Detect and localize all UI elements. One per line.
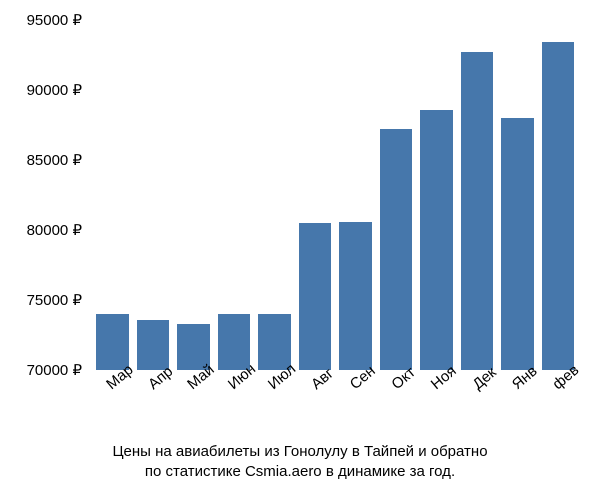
x-label-slot: Мар <box>96 372 129 432</box>
bar-slot <box>501 20 534 370</box>
x-label-slot: Июл <box>258 372 291 432</box>
y-tick-label: 75000 ₽ <box>27 291 82 309</box>
x-label-slot: Дек <box>461 372 494 432</box>
x-label-slot: Июн <box>218 372 251 432</box>
bar-slot <box>542 20 575 370</box>
bar-slot <box>339 20 372 370</box>
bar-slot <box>380 20 413 370</box>
caption-line-1: Цены на авиабилеты из Гонолулу в Тайпей … <box>0 442 600 462</box>
bar <box>542 42 575 370</box>
x-label-slot: Май <box>177 372 210 432</box>
bar <box>339 222 372 370</box>
y-axis: 70000 ₽75000 ₽80000 ₽85000 ₽90000 ₽95000… <box>0 20 90 370</box>
bar <box>461 52 494 370</box>
plot-area <box>90 20 580 370</box>
bar <box>501 118 534 370</box>
bar-slot <box>177 20 210 370</box>
y-tick-label: 85000 ₽ <box>27 151 82 169</box>
bar-slot <box>461 20 494 370</box>
bar-slot <box>218 20 251 370</box>
bar <box>380 129 413 370</box>
x-label-slot: Апр <box>137 372 170 432</box>
bar <box>299 223 332 370</box>
chart-caption: Цены на авиабилеты из Гонолулу в Тайпей … <box>0 442 600 483</box>
y-tick-label: 90000 ₽ <box>27 81 82 99</box>
x-axis-labels: МарАпрМайИюнИюлАвгСенОктНояДекЯнвфев <box>90 372 580 432</box>
bar-slot <box>299 20 332 370</box>
bar-slot <box>137 20 170 370</box>
bar-slot <box>420 20 453 370</box>
bars-group <box>90 20 580 370</box>
x-label-slot: Сен <box>339 372 372 432</box>
y-tick-label: 70000 ₽ <box>27 361 82 379</box>
bar-slot <box>96 20 129 370</box>
x-label-slot: Ноя <box>420 372 453 432</box>
x-label-slot: Авг <box>299 372 332 432</box>
caption-line-2: по статистике Csmia.aero в динамике за г… <box>0 462 600 482</box>
bar-slot <box>258 20 291 370</box>
price-bar-chart: 70000 ₽ 75000 ₽ 80000 ₽ 85000 ₽ 90000 ₽ 95000… <box>0 0 600 500</box>
y-tick-label: 80000 ₽ <box>27 221 82 239</box>
x-label-slot: Окт <box>380 372 413 432</box>
y-tick-label: 95000 ₽ <box>27 11 82 29</box>
x-label-slot: Янв <box>501 372 534 432</box>
x-label-slot: фев <box>542 372 575 432</box>
bar <box>420 110 453 370</box>
